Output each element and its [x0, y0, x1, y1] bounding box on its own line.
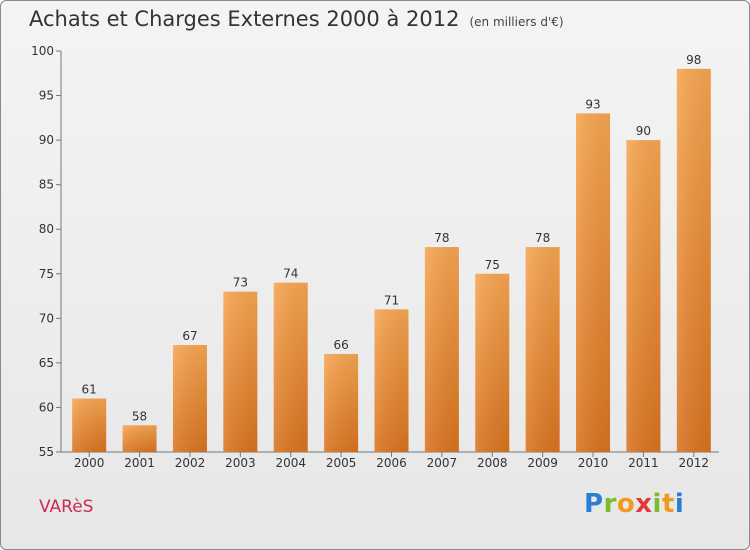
x-tick-label: 2009 [527, 456, 558, 470]
x-tick-label: 2001 [124, 456, 155, 470]
bar-value-label: 93 [585, 97, 600, 111]
chart-subtitle: (en milliers d'€) [469, 15, 564, 29]
y-tick-label: 55 [39, 445, 54, 459]
bar-shade [172, 345, 207, 452]
bar-shade [424, 247, 459, 452]
y-tick-label: 70 [39, 311, 54, 325]
bar-value-label: 98 [686, 53, 701, 67]
y-tick-label: 85 [39, 178, 54, 192]
x-tick-label: 2003 [225, 456, 256, 470]
bar-value-label: 78 [535, 231, 550, 245]
bar-value-label: 61 [82, 383, 97, 397]
axes: 55 60 65 70 75 80 85 90 95 100 [31, 44, 719, 459]
bar-shade [676, 68, 711, 453]
bar-value-label: 74 [283, 267, 298, 281]
x-tick-label: 2006 [376, 456, 407, 470]
bar-value-label: 75 [485, 258, 500, 272]
x-tick-label: 2011 [628, 456, 659, 470]
y-tick-label: 95 [39, 89, 54, 103]
x-tick-label: 2012 [679, 456, 710, 470]
bar-shade [122, 425, 157, 452]
y-tick-label: 100 [31, 44, 54, 58]
y-tick-label: 90 [39, 133, 54, 147]
bar-value-label: 66 [333, 338, 348, 352]
bar-shade [273, 282, 308, 452]
commune-name: VARèS [39, 497, 94, 517]
x-tick-label: 2010 [578, 456, 609, 470]
x-tick-label: 2007 [427, 456, 458, 470]
bar-value-label: 58 [132, 409, 147, 423]
bar-shade [72, 398, 107, 452]
y-tick-label: 65 [39, 356, 54, 370]
bar-shade [223, 291, 258, 452]
chart-title-text: Achats et Charges Externes 2000 à 2012 [29, 7, 460, 31]
x-tick-label: 2000 [74, 456, 105, 470]
x-tick-label: 2008 [477, 456, 508, 470]
y-tick-label: 80 [39, 222, 54, 236]
bar-shade [525, 247, 560, 452]
x-tick-label: 2004 [275, 456, 306, 470]
bar-value-label: 67 [182, 329, 197, 343]
bar-shade [374, 309, 409, 452]
x-tick-label: 2005 [326, 456, 357, 470]
bar-value-label: 71 [384, 293, 399, 307]
bar-value-label: 90 [636, 124, 651, 138]
chart-title: Achats et Charges Externes 2000 à 2012 (e… [29, 7, 564, 31]
bars [72, 68, 711, 453]
bar-shade [475, 273, 510, 452]
bar-value-label: 78 [434, 231, 449, 245]
bar-shade [626, 140, 661, 452]
x-tick-label: 2002 [175, 456, 206, 470]
y-tick-label: 75 [39, 267, 54, 281]
value-labels: 61 2000 58 2001 67 2002 73 2003 74 2004 66 2005 71 20… [74, 53, 709, 470]
bar-shade [324, 353, 359, 452]
proxiti-logo[interactable]: Proxiti [584, 489, 685, 519]
bar-value-label: 73 [233, 276, 248, 290]
bar-shade [576, 113, 611, 452]
y-tick-label: 60 [39, 400, 54, 414]
